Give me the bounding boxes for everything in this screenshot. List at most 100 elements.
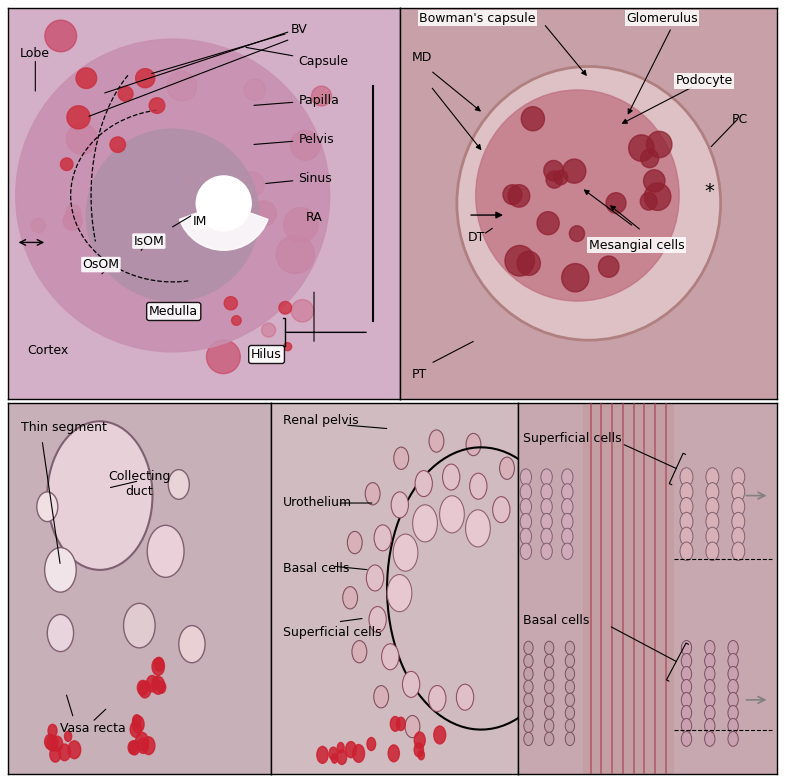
Circle shape bbox=[152, 676, 165, 694]
Circle shape bbox=[565, 641, 575, 655]
Circle shape bbox=[565, 667, 575, 680]
Circle shape bbox=[110, 137, 126, 152]
Circle shape bbox=[705, 666, 715, 681]
Circle shape bbox=[524, 655, 533, 668]
Circle shape bbox=[644, 183, 671, 210]
Circle shape bbox=[387, 575, 412, 612]
Circle shape bbox=[561, 469, 573, 485]
Circle shape bbox=[149, 98, 165, 113]
Circle shape bbox=[732, 468, 745, 486]
Circle shape bbox=[196, 176, 251, 231]
Circle shape bbox=[239, 172, 265, 197]
Text: Sinus: Sinus bbox=[266, 172, 332, 185]
Circle shape bbox=[524, 667, 533, 680]
Text: Medulla: Medulla bbox=[149, 305, 199, 318]
Circle shape bbox=[329, 747, 338, 760]
Circle shape bbox=[647, 131, 672, 158]
Circle shape bbox=[206, 340, 240, 374]
Circle shape bbox=[508, 185, 530, 207]
Circle shape bbox=[569, 226, 585, 242]
Circle shape bbox=[681, 640, 692, 655]
Circle shape bbox=[706, 527, 719, 546]
Circle shape bbox=[728, 731, 738, 746]
Circle shape bbox=[680, 497, 693, 516]
Text: Renal pelvis: Renal pelvis bbox=[283, 414, 359, 427]
Circle shape bbox=[225, 296, 237, 310]
Circle shape bbox=[545, 655, 554, 668]
FancyBboxPatch shape bbox=[582, 403, 674, 774]
Circle shape bbox=[565, 719, 575, 733]
Circle shape bbox=[123, 604, 155, 647]
Circle shape bbox=[429, 430, 444, 452]
Circle shape bbox=[66, 204, 81, 219]
Circle shape bbox=[47, 615, 74, 651]
Circle shape bbox=[232, 316, 241, 325]
Circle shape bbox=[520, 514, 531, 529]
Circle shape bbox=[520, 543, 531, 559]
Circle shape bbox=[388, 745, 400, 762]
Circle shape bbox=[732, 527, 745, 546]
Circle shape bbox=[137, 680, 148, 695]
Circle shape bbox=[86, 129, 259, 301]
Circle shape bbox=[365, 482, 380, 505]
Circle shape bbox=[537, 212, 559, 235]
Circle shape bbox=[133, 715, 141, 726]
Text: BV: BV bbox=[152, 23, 307, 74]
Circle shape bbox=[63, 211, 82, 231]
Circle shape bbox=[565, 732, 575, 745]
Text: Podocyte: Podocyte bbox=[675, 74, 732, 88]
Circle shape bbox=[179, 626, 205, 663]
Circle shape bbox=[705, 693, 715, 707]
Circle shape bbox=[524, 680, 533, 694]
Circle shape bbox=[76, 68, 97, 88]
Circle shape bbox=[541, 499, 553, 515]
Circle shape bbox=[706, 468, 719, 486]
Circle shape bbox=[545, 667, 554, 680]
Circle shape bbox=[681, 731, 692, 746]
Circle shape bbox=[561, 484, 573, 500]
Circle shape bbox=[136, 732, 148, 750]
Circle shape bbox=[50, 747, 60, 762]
Circle shape bbox=[524, 706, 533, 719]
Circle shape bbox=[60, 158, 73, 170]
Circle shape bbox=[728, 719, 738, 734]
Text: Lobe: Lobe bbox=[20, 47, 49, 60]
Circle shape bbox=[37, 492, 58, 522]
Circle shape bbox=[45, 547, 76, 592]
Circle shape bbox=[131, 238, 154, 260]
Circle shape bbox=[520, 499, 531, 515]
Text: Basal cells: Basal cells bbox=[524, 615, 590, 627]
Text: Basal cells: Basal cells bbox=[283, 562, 349, 576]
Circle shape bbox=[348, 532, 362, 554]
Text: Vasa recta: Vasa recta bbox=[60, 723, 126, 735]
Text: MD: MD bbox=[411, 51, 432, 64]
Circle shape bbox=[499, 457, 514, 479]
Circle shape bbox=[561, 499, 573, 515]
Text: Cortex: Cortex bbox=[27, 344, 69, 357]
Circle shape bbox=[606, 192, 626, 213]
Circle shape bbox=[681, 680, 692, 694]
Text: PC: PC bbox=[732, 113, 748, 127]
Circle shape bbox=[517, 251, 540, 275]
Circle shape bbox=[728, 705, 738, 720]
Circle shape bbox=[466, 510, 491, 547]
Circle shape bbox=[45, 734, 55, 749]
Circle shape bbox=[16, 39, 330, 352]
Circle shape bbox=[154, 658, 164, 671]
Circle shape bbox=[546, 171, 563, 188]
Circle shape bbox=[641, 149, 659, 167]
Circle shape bbox=[561, 529, 573, 544]
Circle shape bbox=[261, 323, 276, 337]
Circle shape bbox=[732, 512, 745, 531]
Circle shape bbox=[705, 680, 715, 694]
Text: OsOM: OsOM bbox=[82, 258, 119, 271]
Circle shape bbox=[413, 505, 437, 542]
Text: *: * bbox=[704, 182, 714, 201]
Circle shape bbox=[681, 693, 692, 707]
Circle shape bbox=[544, 160, 564, 181]
Circle shape bbox=[728, 680, 738, 694]
Circle shape bbox=[405, 716, 420, 737]
Circle shape bbox=[545, 732, 554, 745]
Circle shape bbox=[521, 106, 545, 131]
Circle shape bbox=[168, 469, 189, 500]
